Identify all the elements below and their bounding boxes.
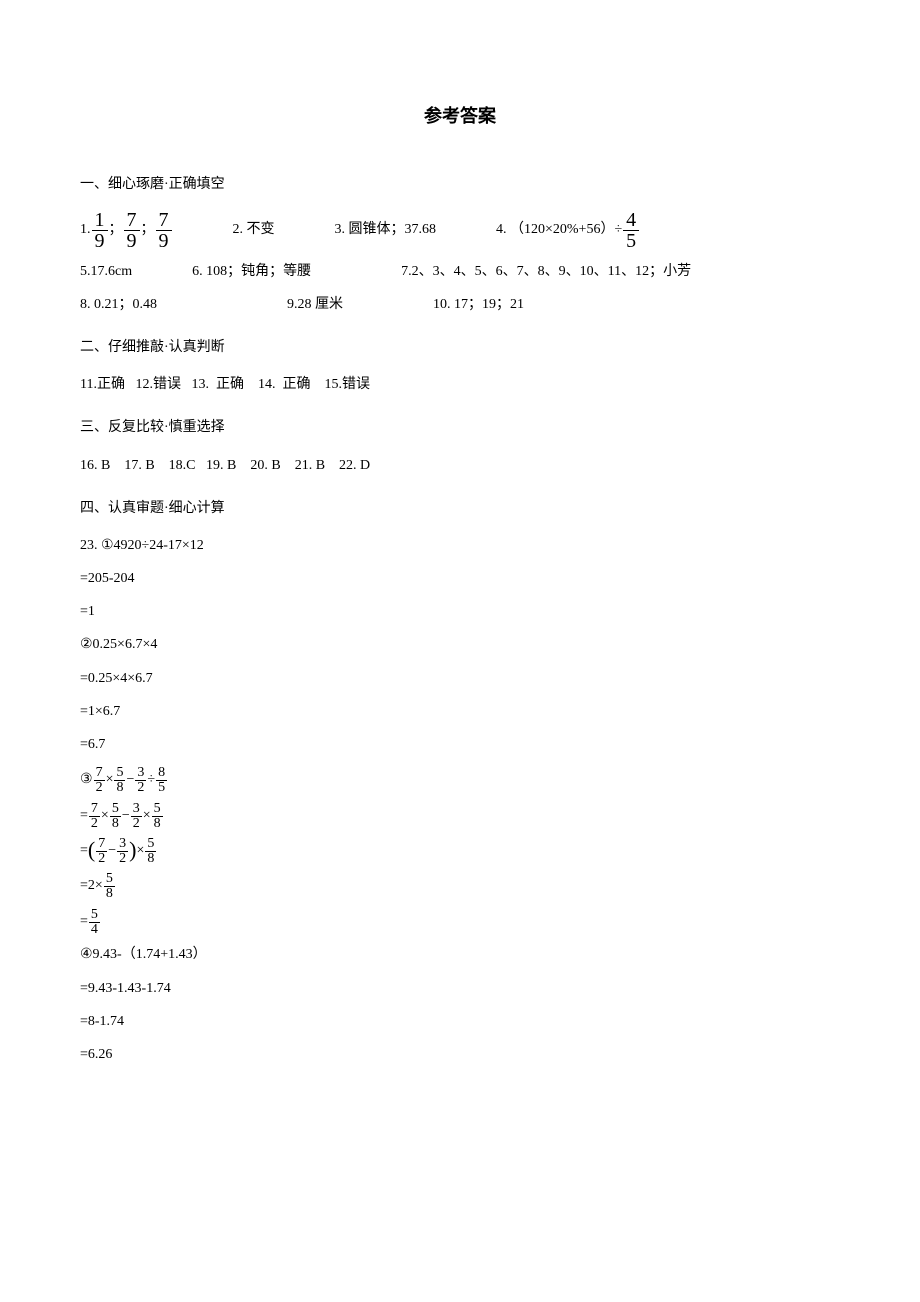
q1-sep2: ；: [141, 217, 155, 242]
q2n-s1: =0.25×4×6.7: [80, 666, 840, 691]
q3n-line1: ③72 × 58 − 32 ÷ 85: [80, 765, 840, 796]
q3l1-b: 58: [114, 766, 125, 795]
q2n-label: ②0.25×6.7×4: [80, 632, 840, 657]
page-title: 参考答案: [80, 100, 840, 132]
q23-s2: =1: [80, 599, 840, 624]
q7-label: 7.2、3、4、5、6、7、8、9、10、11、12；小芳: [401, 264, 691, 279]
q3l2-b: 58: [110, 802, 121, 831]
q3l2-c: 32: [131, 802, 142, 831]
q3l1-a: 72: [94, 766, 105, 795]
q3n-line4: =2 × 58: [80, 871, 840, 902]
q2n-s3: =6.7: [80, 732, 840, 757]
q3l2-a: 72: [89, 802, 100, 831]
q6-label: 6. 108；钝角；等腰: [192, 264, 311, 279]
q5-label: 5.17.6cm: [80, 264, 132, 279]
q23-s1: =205-204: [80, 566, 840, 591]
q3l4-b: 58: [104, 872, 115, 901]
q5-line: 5.17.6cm 6. 108；钝角；等腰 7.2、3、4、5、6、7、8、9、10…: [80, 259, 840, 284]
q3n-line3: =(72 − 32) × 58: [80, 836, 840, 867]
q3n-line5: =54: [80, 907, 840, 938]
q3l1-d: 85: [156, 766, 167, 795]
q1-line: 1.19；79；792. 不变3. 圆锥体；37.684. （120×20%+5…: [80, 210, 840, 251]
q23-label: 23. ①4920÷24-17×12: [80, 533, 840, 558]
q3n-label: ③: [80, 765, 93, 796]
q3l5-a: 54: [89, 908, 100, 937]
q4-frac: 45: [623, 210, 639, 251]
q8-line: 8. 0.21；0.48 9.28 厘米 10. 17；19；21: [80, 292, 840, 317]
q3l3-c: 58: [145, 837, 156, 866]
q3l2-d: 58: [152, 802, 163, 831]
q1-frac-a: 19: [92, 210, 108, 251]
q3l3-a: 72: [96, 837, 107, 866]
q1-sep1: ；: [109, 217, 123, 242]
q3l4-a: 2: [88, 871, 95, 902]
q3l1-c: 32: [135, 766, 146, 795]
q4n-label: ④9.43-（1.74+1.43）: [80, 942, 840, 967]
q2n-s2: =1×6.7: [80, 699, 840, 724]
q4n-s2: =8-1.74: [80, 1009, 840, 1034]
q8-label: 8. 0.21；0.48: [80, 297, 157, 312]
q1-frac-b: 79: [124, 210, 140, 251]
q4n-s3: =6.26: [80, 1042, 840, 1067]
q4n-s1: =9.43-1.43-1.74: [80, 976, 840, 1001]
section3-heading: 三、反复比较·慎重选择: [80, 415, 840, 440]
q2-label: 2. 不变: [233, 217, 275, 242]
q1-label: 1.: [80, 217, 91, 242]
q3l3-b: 32: [117, 837, 128, 866]
section3-line: 16. B 17. B 18.C 19. B 20. B 21. B 22. D: [80, 453, 840, 478]
section1-heading: 一、细心琢磨·正确填空: [80, 172, 840, 197]
q1-frac-c: 79: [156, 210, 172, 251]
section4-heading: 四、认真审题·细心计算: [80, 496, 840, 521]
section2-heading: 二、仔细推敲·认真判断: [80, 335, 840, 360]
q3-label: 3. 圆锥体；37.68: [335, 217, 437, 242]
q10-label: 10. 17；19；21: [433, 297, 524, 312]
section2-line: 11.正确 12.错误 13. 正确 14. 正确 15.错误: [80, 372, 840, 397]
q3n-line2: =72 × 58 − 32 × 58: [80, 801, 840, 832]
q4-label: 4. （120×20%+56）÷: [496, 217, 622, 242]
q9-label: 9.28 厘米: [287, 297, 343, 312]
